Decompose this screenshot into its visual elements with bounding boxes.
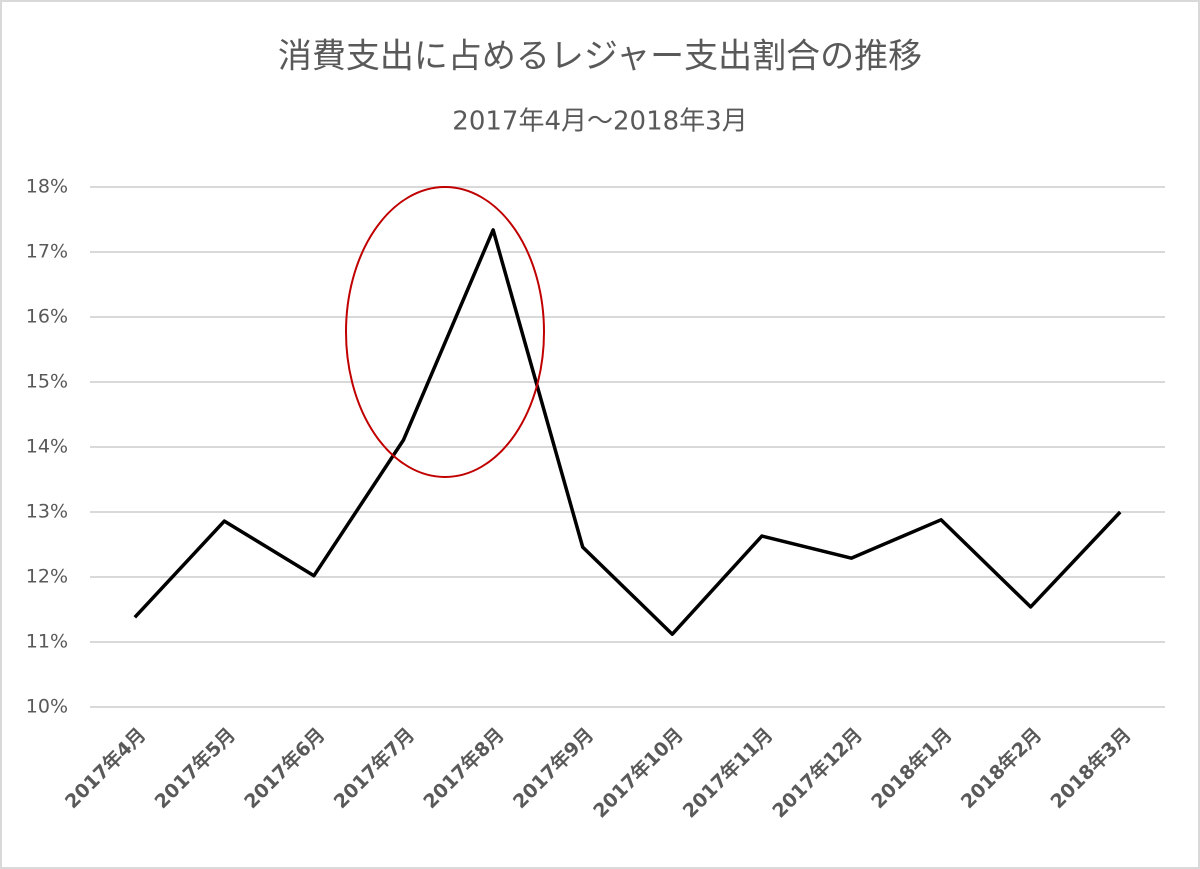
y-tick-label: 18%: [26, 176, 68, 198]
chart-title: 消費支出に占めるレジャー支出割合の推移: [278, 37, 922, 77]
y-tick-label: 14%: [26, 436, 68, 458]
y-tick-label: 10%: [26, 696, 68, 718]
y-tick-label: 12%: [26, 566, 68, 588]
data-line: [133, 228, 1122, 636]
y-tick-label: 15%: [26, 371, 68, 393]
y-tick-label: 17%: [26, 241, 68, 263]
grid: [90, 186, 1165, 708]
y-tick-label: 16%: [26, 306, 68, 328]
y-tick-label: 11%: [26, 631, 68, 653]
highlight-ellipse: [345, 186, 545, 478]
plot: [133, 228, 1122, 636]
chart-subtitle: 2017年4月～2018年3月: [452, 107, 747, 137]
y-tick-label: 13%: [26, 501, 68, 523]
